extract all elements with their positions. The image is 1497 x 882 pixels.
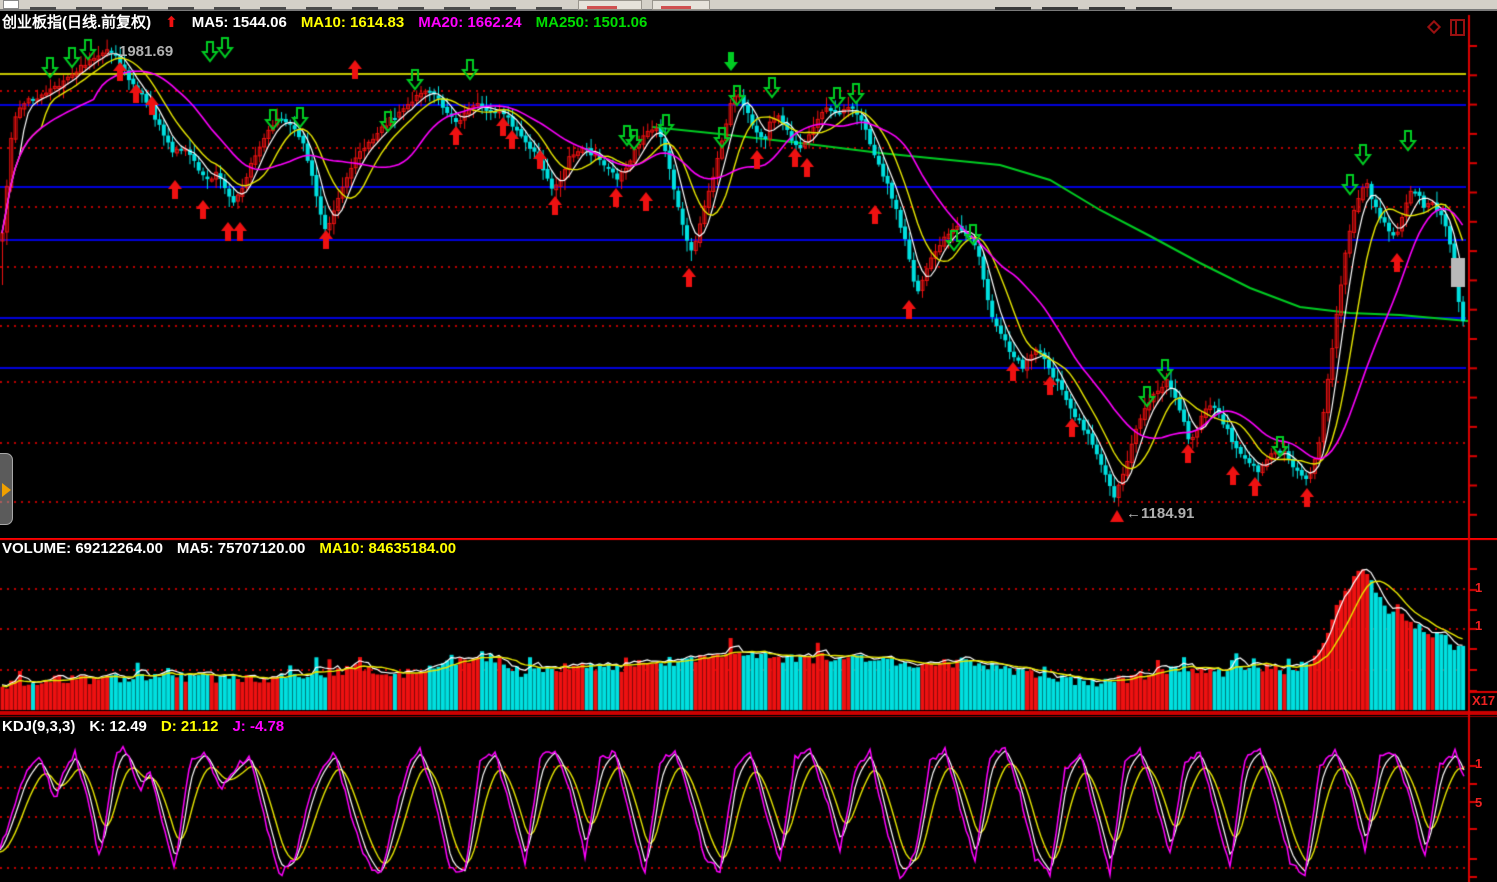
- price-high-marker: ←1981.69: [104, 43, 174, 60]
- menu-item-stub[interactable]: [214, 7, 240, 10]
- volume-ma10-label: MA10: 84635184.00: [319, 540, 457, 557]
- volume-axis-label-1: 1: [1475, 580, 1483, 595]
- kdj-title-label: KDJ(9,3,3): [2, 718, 76, 735]
- kdj-axis-label-1: 1: [1475, 756, 1483, 771]
- menu-item-stub[interactable]: [444, 7, 470, 10]
- toolbar-quote-box[interactable]: [652, 0, 710, 10]
- quote-value-stub: [587, 6, 617, 9]
- menu-item-stub[interactable]: [536, 7, 562, 10]
- volume-axis-label-2: 1: [1475, 618, 1483, 633]
- menu-item-stub[interactable]: [352, 7, 378, 10]
- volume-value-label: VOLUME: 69212264.00: [2, 540, 163, 557]
- quote-value-stub: [661, 6, 691, 9]
- split-window-icon[interactable]: [1450, 19, 1465, 36]
- kdj-header: KDJ(9,3,3) K: 12.49 D: 21.12 J: -4.78: [2, 718, 284, 736]
- menu-item-stub[interactable]: [122, 7, 148, 10]
- volume-scale-label: X17: [1472, 693, 1496, 708]
- flyout-arrow-icon: [2, 483, 11, 497]
- volume-ma5-label: MA5: 75707120.00: [176, 540, 306, 557]
- volume-header: VOLUME: 69212264.00 MA5: 75707120.00 MA1…: [2, 540, 456, 558]
- ma250-value-label: MA250: 1501.06: [535, 14, 648, 31]
- instrument-title: 创业板指(日线.前复权): [2, 14, 152, 31]
- menu-item-stub[interactable]: [30, 7, 56, 10]
- menu-item-stub[interactable]: [490, 7, 516, 10]
- ma5-value-label: MA5: 1544.06: [191, 14, 287, 31]
- price-low-marker: ←1184.91: [1126, 505, 1195, 522]
- menu-item-stub[interactable]: [168, 7, 194, 10]
- main-price-chart-canvas[interactable]: [0, 13, 1497, 538]
- menu-item-stub[interactable]: [1042, 7, 1078, 10]
- menu-item-stub[interactable]: [398, 7, 424, 10]
- kdj-chart-canvas[interactable]: [0, 716, 1497, 882]
- ma20-value-label: MA20: 1662.24: [418, 14, 522, 31]
- menu-item-stub[interactable]: [76, 7, 102, 10]
- menu-item-stub[interactable]: [306, 7, 332, 10]
- menu-item-stub[interactable]: [260, 7, 286, 10]
- volume-chart-canvas[interactable]: [0, 538, 1497, 716]
- toolbar-quote-box[interactable]: [578, 0, 642, 10]
- window-icon[interactable]: [3, 0, 19, 9]
- kdj-k-label: K: 12.49: [89, 718, 147, 735]
- menu-item-stub[interactable]: [1136, 7, 1172, 10]
- menu-bar: [0, 0, 1497, 11]
- menu-item-stub[interactable]: [1089, 7, 1125, 10]
- kdj-j-label: J: -4.78: [232, 718, 285, 735]
- trend-up-icon: ⬆: [165, 14, 178, 31]
- ma10-value-label: MA10: 1614.83: [300, 14, 405, 31]
- sidebar-flyout-handle[interactable]: [0, 453, 13, 525]
- menu-item-stub[interactable]: [995, 7, 1031, 10]
- kdj-d-label: D: 21.12: [160, 718, 219, 735]
- main-chart-header: 创业板指(日线.前复权) ⬆ MA5: 1544.06 MA10: 1614.8…: [2, 14, 647, 32]
- kdj-axis-label-2: 5: [1475, 795, 1483, 810]
